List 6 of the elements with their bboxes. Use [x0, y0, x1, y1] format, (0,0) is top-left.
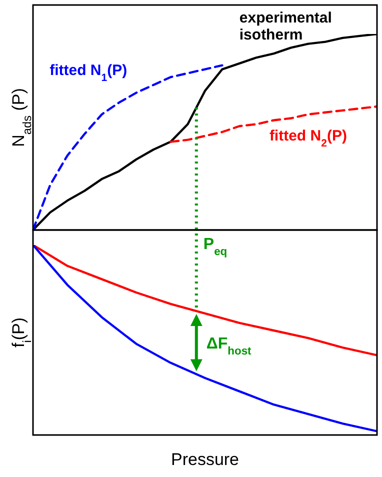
x-axis-title: Pressure	[170, 450, 240, 469]
series-label: fitted N$_{2}$(P)	[269, 127, 347, 150]
text: P$_{eq}$	[203, 236, 228, 258]
series-label: fitted N$_{1}$(P)	[50, 62, 128, 84]
series-label: experimental isotherm	[239, 9, 332, 44]
annotation: ΔF$_{host}$	[206, 336, 252, 358]
